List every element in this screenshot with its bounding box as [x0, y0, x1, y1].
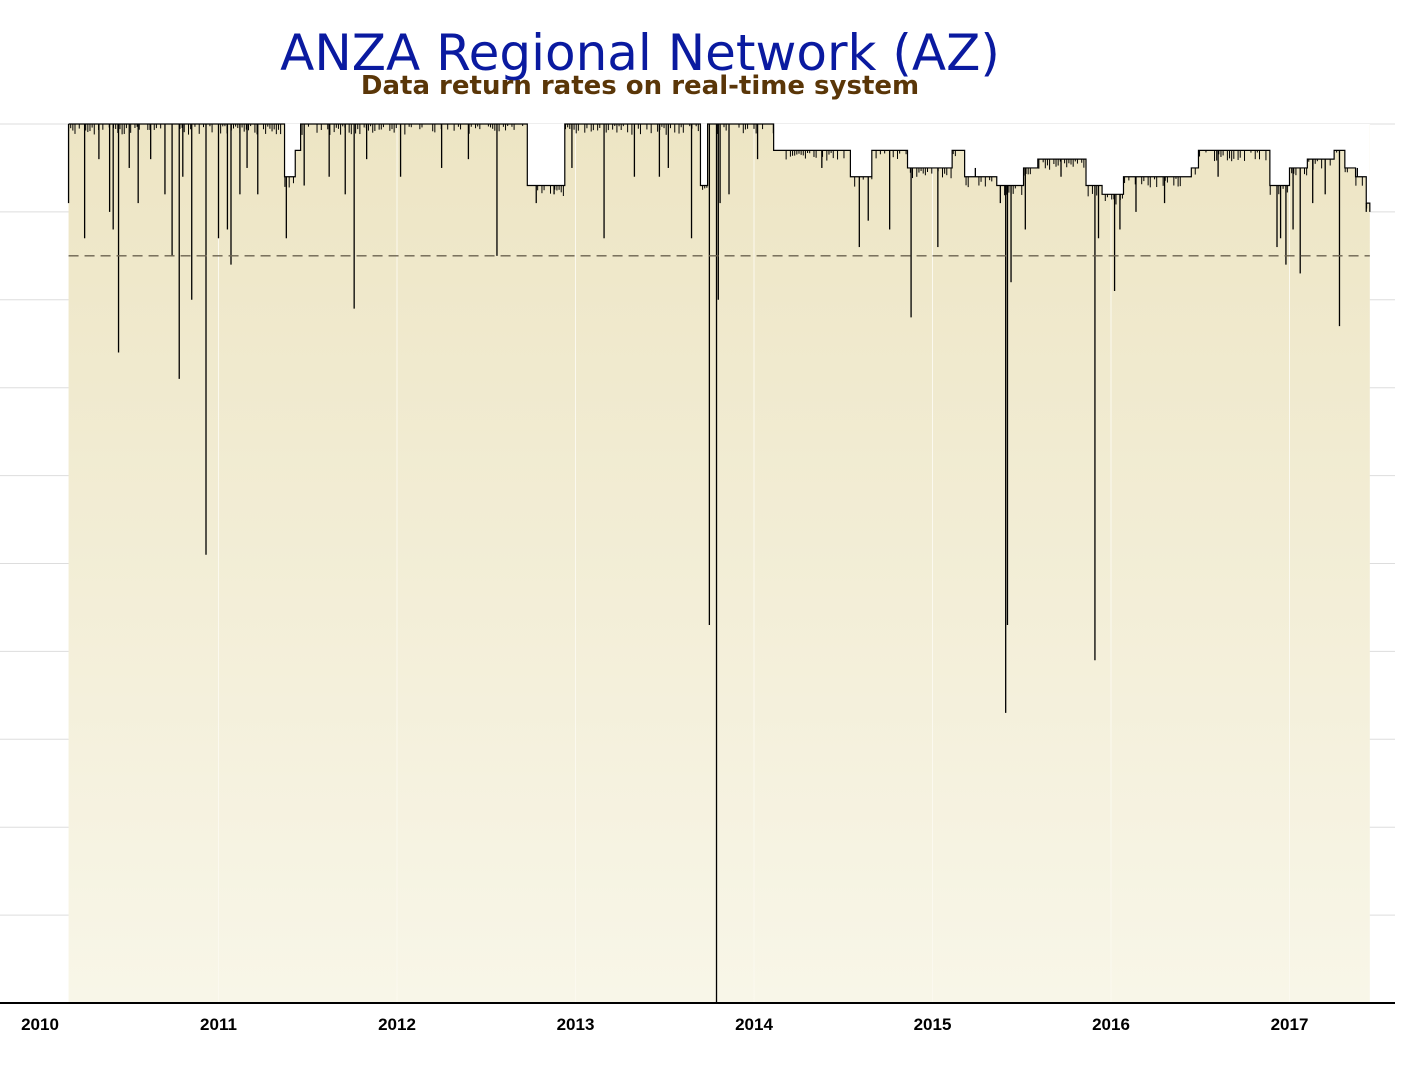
x-tick-label: 2014	[735, 1015, 773, 1034]
x-tick-label: 2013	[557, 1015, 595, 1034]
x-axis-ticks: 2010 2011 2012 2013 2014 2015 2016 2017	[21, 1015, 1308, 1034]
chart-title: ANZA Regional Network (AZ)	[280, 24, 1000, 82]
x-tick-label: 2012	[378, 1015, 416, 1034]
x-tick-label: 2011	[200, 1015, 237, 1034]
area-mask	[68, 124, 1370, 212]
x-tick-label: 2016	[1092, 1015, 1130, 1034]
plot-area-fill	[68, 124, 1370, 1003]
x-tick-label: 2015	[914, 1015, 952, 1034]
x-tick-label: 2017	[1271, 1015, 1309, 1034]
chart-subtitle: Data return rates on real-time system	[361, 71, 919, 101]
series-dips	[67, 124, 1368, 1003]
x-gridlines	[218, 124, 1290, 1003]
x-tick-label: 2010	[21, 1015, 59, 1034]
